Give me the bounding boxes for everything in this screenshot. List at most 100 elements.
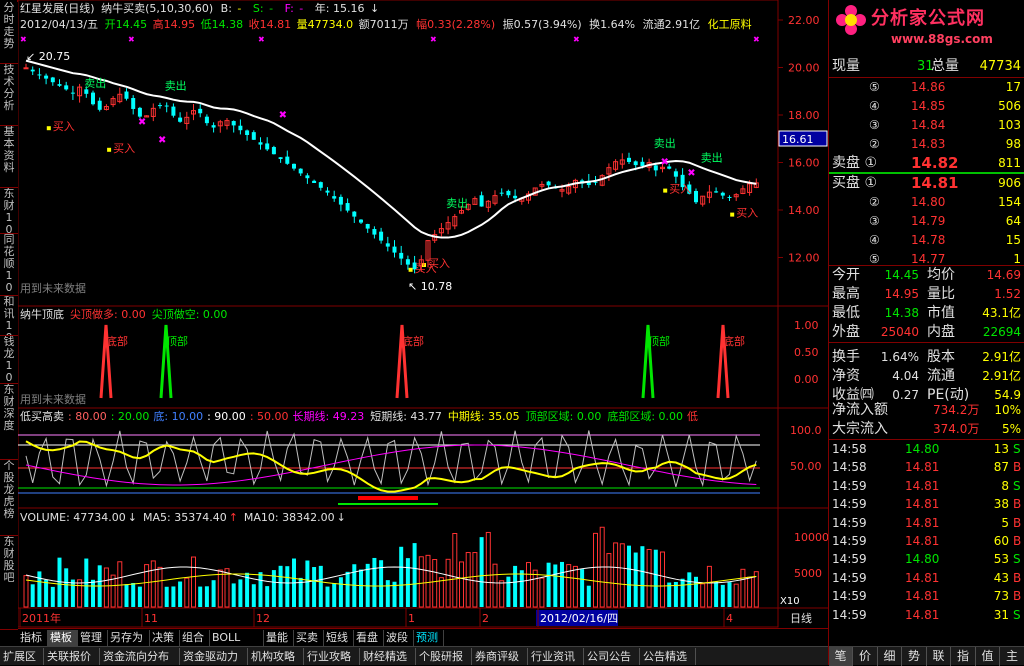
tick-price: 14.80 — [905, 440, 939, 459]
bigflow-label: 大宗流入 — [832, 420, 888, 439]
buy-signal-label: 买入 — [415, 262, 437, 275]
quote-tab-6[interactable]: 值 — [976, 647, 1000, 666]
left-tab-3[interactable]: 东财10 — [0, 188, 18, 234]
tick-time: 14:59 — [832, 495, 867, 514]
price-tag-text: 16.61 — [782, 133, 814, 146]
indicator-tab-4[interactable]: 决策 — [150, 630, 180, 646]
extension-tab-10[interactable]: 公司公告 — [584, 648, 640, 665]
indicator-tab-0[interactable]: 指标 — [18, 630, 48, 646]
indicator-tab-2[interactable]: 管理 — [78, 630, 108, 646]
stat-value: 2.91亿 — [982, 348, 1021, 367]
tick-price: 14.81 — [905, 532, 939, 551]
svg-text:✖: ✖ — [430, 35, 437, 44]
order-price: 14.81 — [911, 174, 958, 193]
stat-label: 今开 — [832, 266, 860, 285]
tick-price: 14.81 — [905, 606, 939, 625]
extension-tab-9[interactable]: 行业资讯 — [528, 648, 584, 665]
indicator-tab-9[interactable]: 短线 — [324, 630, 354, 646]
price-panel[interactable]: 卖出卖出买入买入买入卖出卖出卖出买入买入买入✖✖✖✖✖✖✖✖✖✖✖↙ 20.75… — [20, 35, 760, 295]
stat-label: 股本 — [927, 348, 955, 367]
chart-area[interactable]: 红星发展(日线) 纳牛买卖(5,10,30,60) B: - S: - F: -… — [18, 0, 828, 628]
tick-price: 14.80 — [905, 550, 939, 569]
indicator-tab-10[interactable]: 看盘 — [354, 630, 384, 646]
left-tab-5[interactable]: 和讯10 — [0, 296, 18, 336]
price-axis-label: 20.00 — [788, 62, 820, 75]
quote-tab-3[interactable]: 势 — [903, 647, 927, 666]
bottom-signal-label: 底部 — [402, 334, 424, 348]
svg-text:✖: ✖ — [128, 35, 135, 44]
quote-tab-5[interactable]: 指 — [952, 647, 976, 666]
indicator-axis-label: 1.00 — [794, 319, 819, 332]
extension-tab-7[interactable]: 个股研报 — [416, 648, 472, 665]
extension-tab-4[interactable]: 机构攻略 — [248, 648, 304, 665]
left-tab-2[interactable]: 基本资料 — [0, 126, 18, 188]
left-tab-7[interactable]: 东财深度 — [0, 384, 18, 460]
order-price: 14.80 — [911, 193, 945, 212]
extension-tab-3[interactable]: 资金驱动力 — [180, 648, 248, 665]
order-price: 14.78 — [911, 231, 945, 250]
indicator-tab-7[interactable]: 量能 — [264, 630, 294, 646]
left-tab-0[interactable]: 分时走势 — [0, 2, 18, 64]
quote-tab-2[interactable]: 细 — [878, 647, 902, 666]
tick-time: 14:59 — [832, 569, 867, 588]
label: 总量 — [931, 57, 959, 76]
extension-tab-8[interactable]: 券商评级 — [472, 648, 528, 665]
extension-tab-5[interactable]: 行业攻略 — [304, 648, 360, 665]
left-tab-6[interactable]: 钱龙10 — [0, 336, 18, 384]
quote-tab-1[interactable]: 价 — [854, 647, 878, 666]
bigflow-value: 374.0万 — [933, 420, 979, 439]
svg-text:✖: ✖ — [279, 110, 287, 121]
extension-tab-6[interactable]: 财经精选 — [360, 648, 416, 665]
chart-canvas[interactable]: 红星发展(日线) 纳牛买卖(5,10,30,60) B: - S: - F: -… — [18, 0, 828, 628]
indicator-tab-6[interactable]: BOLL — [210, 630, 264, 646]
volume-panel[interactable]: VOLUME: 47734.00↓MA5: 35374.40↑MA10: 383… — [20, 511, 758, 607]
indicator-tab-3[interactable]: 另存为 — [108, 630, 150, 646]
sell-signal-label: 卖出 — [654, 136, 676, 150]
quote-tab-4[interactable]: 联 — [927, 647, 951, 666]
flower-icon — [835, 4, 867, 36]
extension-tab-2[interactable]: 资金流向分布 — [100, 648, 180, 665]
tick-price: 14.81 — [905, 587, 939, 606]
stat-value: 22694 — [983, 323, 1021, 342]
left-tab-1[interactable]: 技术分析 — [0, 64, 18, 126]
quote-tab-7[interactable]: 主 — [1001, 647, 1024, 666]
indicator-tab-8[interactable]: 买卖 — [294, 630, 324, 646]
extension-tab-bar: 扩展区关联报价资金流向分布资金驱动力机构攻略行业攻略财经精选个股研报券商评级行业… — [0, 646, 828, 665]
indicator-tab-1[interactable]: 模板 — [48, 630, 78, 646]
logo-area: 分析家公式网 www.88gs.com — [829, 0, 1024, 56]
left-tab-9[interactable]: 东财股吧 — [0, 536, 18, 630]
left-tab-4[interactable]: 同花顺10 — [0, 234, 18, 296]
indicator-axis-label: 100.0 — [790, 424, 822, 437]
extension-tab-11[interactable]: 公告精选 — [640, 648, 696, 665]
price-axis-label: 22.00 — [788, 14, 820, 27]
tick-side: S — [1013, 606, 1021, 625]
left-tab-8[interactable]: 个股龙虎榜 — [0, 460, 18, 536]
extension-tab-1[interactable]: 关联报价 — [44, 648, 100, 665]
tick-volume: 43 — [989, 569, 1009, 588]
order-volume: 103 — [998, 116, 1021, 135]
indicator-tab-12[interactable]: 预测 — [414, 630, 444, 646]
top-signal-label: 顶部 — [648, 334, 670, 348]
order-label: ④ — [869, 97, 880, 116]
svg-text:✖: ✖ — [138, 117, 146, 128]
extension-tab-0[interactable]: 扩展区 — [0, 648, 44, 665]
quote-tab-0[interactable]: 笔 — [829, 647, 853, 666]
indicator-tab-5[interactable]: 组合 — [180, 630, 210, 646]
stat-value: 25040 — [877, 323, 919, 342]
divider — [829, 342, 1024, 343]
indicator-tab-11[interactable]: 波段 — [384, 630, 414, 646]
min-price-label: ↖ 10.78 — [408, 280, 452, 293]
volume-axis-label: 5000 — [794, 567, 822, 580]
tick-side: B — [1013, 587, 1021, 606]
